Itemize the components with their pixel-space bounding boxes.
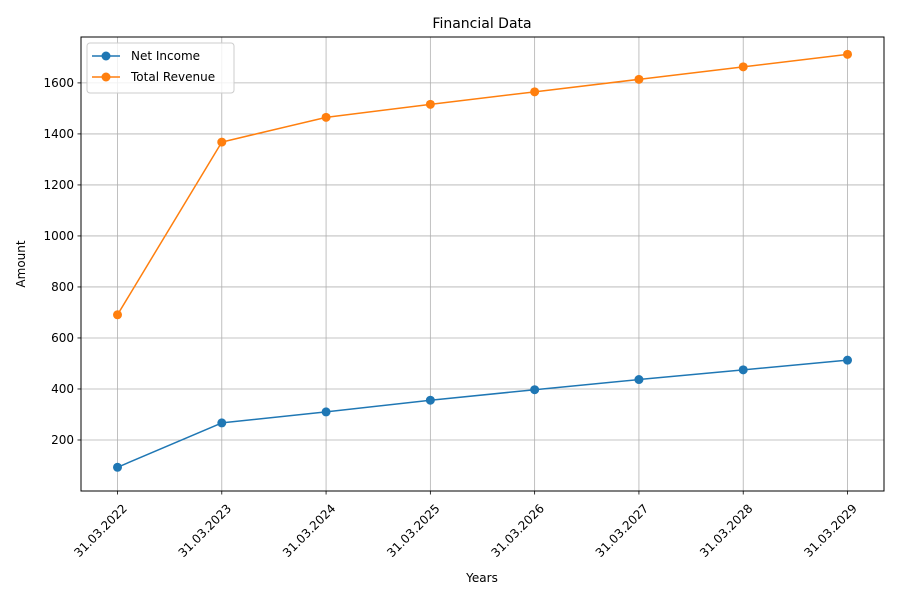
y-tick-label: 1000 bbox=[43, 229, 74, 243]
data-point-net-income bbox=[634, 375, 644, 385]
data-point-net-income bbox=[530, 385, 540, 395]
data-point-total-revenue bbox=[321, 112, 331, 122]
chart-title: Financial Data bbox=[432, 16, 531, 32]
data-point-total-revenue bbox=[113, 310, 122, 320]
y-tick-label: 800 bbox=[51, 280, 74, 294]
legend-marker-total-revenue bbox=[101, 72, 111, 82]
series-line-net-income bbox=[117, 359, 848, 468]
data-point-total-revenue bbox=[843, 49, 852, 59]
data-point-total-revenue bbox=[738, 62, 748, 72]
legend-label-net-income: Net Income bbox=[131, 49, 200, 63]
series-layer bbox=[113, 49, 852, 472]
data-point-net-income bbox=[425, 395, 435, 405]
y-tick-label: 1200 bbox=[43, 178, 74, 192]
grid-layer bbox=[81, 37, 884, 491]
plot-frame bbox=[80, 36, 885, 492]
data-point-net-income bbox=[321, 407, 331, 417]
x-axis-title: Years bbox=[465, 571, 498, 585]
data-point-net-income bbox=[738, 365, 748, 375]
data-point-total-revenue bbox=[425, 99, 435, 109]
y-tick-label: 600 bbox=[51, 331, 74, 345]
data-point-net-income bbox=[843, 355, 852, 365]
data-point-total-revenue bbox=[530, 87, 540, 97]
data-point-total-revenue bbox=[217, 137, 227, 147]
data-point-total-revenue bbox=[634, 74, 644, 84]
legend-label-total-revenue: Total Revenue bbox=[130, 70, 215, 84]
legend-marker-net-income bbox=[101, 51, 111, 61]
y-tick-label: 200 bbox=[51, 433, 74, 447]
legend-box bbox=[86, 42, 235, 94]
data-point-net-income bbox=[217, 418, 227, 428]
series-line-total-revenue bbox=[116, 53, 848, 316]
y-axis-title: Amount bbox=[14, 240, 28, 287]
y-tick-label: 1600 bbox=[43, 76, 74, 90]
y-tick-label: 1400 bbox=[43, 127, 74, 141]
legend: Net Income Total Revenue bbox=[86, 42, 235, 94]
data-point-net-income bbox=[113, 462, 122, 472]
y-tick-label: 400 bbox=[51, 382, 74, 396]
